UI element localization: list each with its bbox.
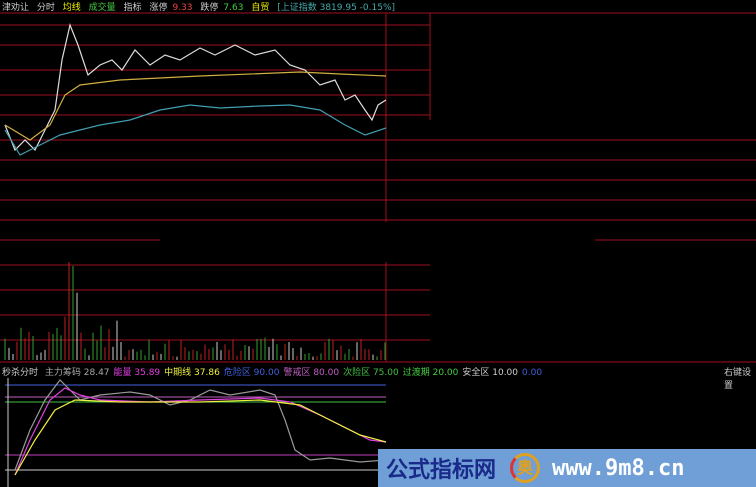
indicator-item: 主力筹码 28.47	[44, 368, 110, 378]
watermark-banner: 公式指标网 奥 www.9m8.cn	[378, 449, 756, 487]
indicator-item: 危险区 90.00	[223, 368, 280, 378]
indicator-item: 警戒区 80.00	[283, 368, 340, 378]
indicator-bar: 秒杀分时 主力筹码 28.47 能量 35.89 中期线 37.86 危险区 90.0…	[2, 365, 550, 378]
limit-up-label: 涨停	[149, 3, 168, 13]
indicator-item: 能量 35.89	[113, 368, 161, 378]
limit-down: 7.63	[223, 3, 244, 13]
mask-block	[160, 222, 595, 262]
tab-volume[interactable]: 成交量	[88, 3, 116, 13]
indicator-item: 次险区 75.00	[343, 368, 399, 378]
limit-down-label: 跌停	[200, 3, 219, 13]
price-line	[4, 22, 387, 152]
limit-up: 9.33	[172, 3, 193, 13]
right-click-settings[interactable]: 右键设置	[724, 368, 752, 391]
energy-line	[14, 387, 387, 476]
index-info: [上证指数 3819.95 -0.15%]	[277, 3, 396, 13]
avg-line	[4, 71, 387, 141]
indicator-item: 0.00	[522, 368, 543, 378]
main-chip-line	[14, 379, 387, 471]
watermark-url: www.9m8.cn	[552, 455, 685, 481]
watermark-text: 公式指标网	[386, 458, 497, 483]
tab-indicator[interactable]: 指标	[123, 3, 142, 13]
indicator-item: 安全区 10.00	[462, 368, 519, 378]
chart-header: 津劝让 分时 均线 成交量 指标 涨停 9.33 跌停 7.63 自贸 [上证指数 …	[2, 0, 400, 13]
indicator-name: 秒杀分时	[2, 368, 39, 378]
midterm-line	[14, 399, 387, 476]
tab-avg[interactable]: 均线	[62, 3, 81, 13]
indicator-item: 中期线 37.86	[164, 368, 220, 378]
tab-timeshare[interactable]: 分时	[36, 3, 55, 13]
stock-name: 津劝让	[2, 3, 30, 13]
indicator-item: 过渡期 20.00	[402, 368, 459, 378]
sector: 自贸	[251, 3, 270, 13]
watermark-logo: 奥	[510, 453, 541, 483]
blue-line	[4, 104, 387, 156]
